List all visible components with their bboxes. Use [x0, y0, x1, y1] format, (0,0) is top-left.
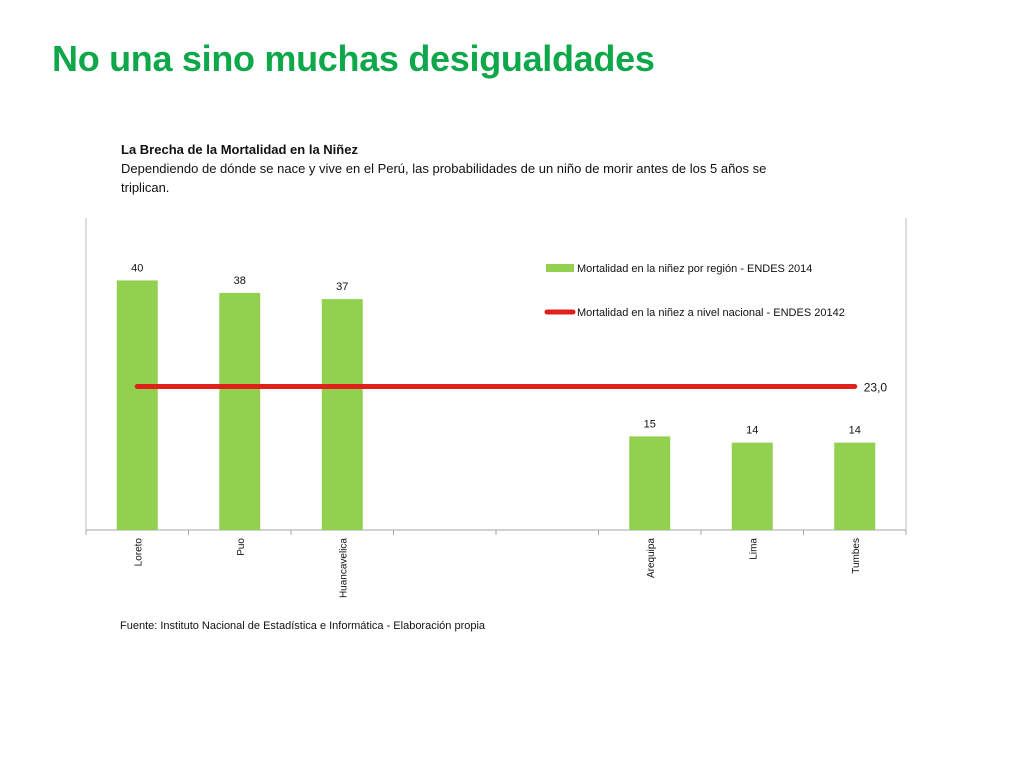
chart-heading: La Brecha de la Mortalidad en la Niñez	[121, 142, 358, 157]
chart-description: Dependiendo de dónde se nace y vive en e…	[121, 161, 767, 195]
chart-description-block: La Brecha de la Mortalidad en la Niñez D…	[121, 140, 801, 197]
category-label: Lima	[748, 538, 759, 560]
bar-value-labels: 40 38 37 15 14 14	[131, 262, 861, 436]
legend-line-label: Mortalidad en la niñez a nivel nacional …	[577, 307, 845, 319]
bar-value-label: 14	[746, 425, 758, 437]
category-label: Loreto	[133, 538, 144, 567]
legend: Mortalidad en la niñez por región - ENDE…	[544, 263, 845, 319]
bar-value-label: 14	[849, 425, 861, 437]
category-label: Huancavelica	[338, 538, 349, 598]
bar	[731, 442, 773, 530]
category-label: Arequipa	[646, 538, 657, 578]
bar-value-label: 38	[234, 275, 246, 287]
bar-value-label: 40	[131, 262, 143, 274]
x-ticks	[85, 530, 907, 535]
legend-bar-swatch	[546, 264, 574, 272]
category-label: Puo	[236, 538, 247, 556]
bar-chart: 40 38 37 15 14 14 Loreto Puo Huancavelica Arequi…	[85, 218, 907, 598]
bar	[834, 442, 876, 530]
bar	[219, 292, 261, 530]
bar	[116, 280, 158, 530]
bars	[116, 280, 876, 530]
national-average-label: 23,0	[864, 380, 888, 394]
legend-bar-label: Mortalidad en la niñez por región - ENDE…	[577, 263, 812, 275]
bar	[629, 436, 671, 530]
bar-value-label: 37	[336, 281, 348, 293]
slide-title: No una sino muchas desigualdades	[52, 38, 655, 79]
source-note: Fuente: Instituto Nacional de Estadístic…	[120, 620, 486, 632]
bar-value-label: 15	[644, 418, 656, 430]
category-labels: Loreto Puo Huancavelica Arequipa Lima Tumbes	[133, 538, 862, 598]
category-label: Tumbes	[851, 538, 862, 574]
bar	[321, 299, 363, 530]
